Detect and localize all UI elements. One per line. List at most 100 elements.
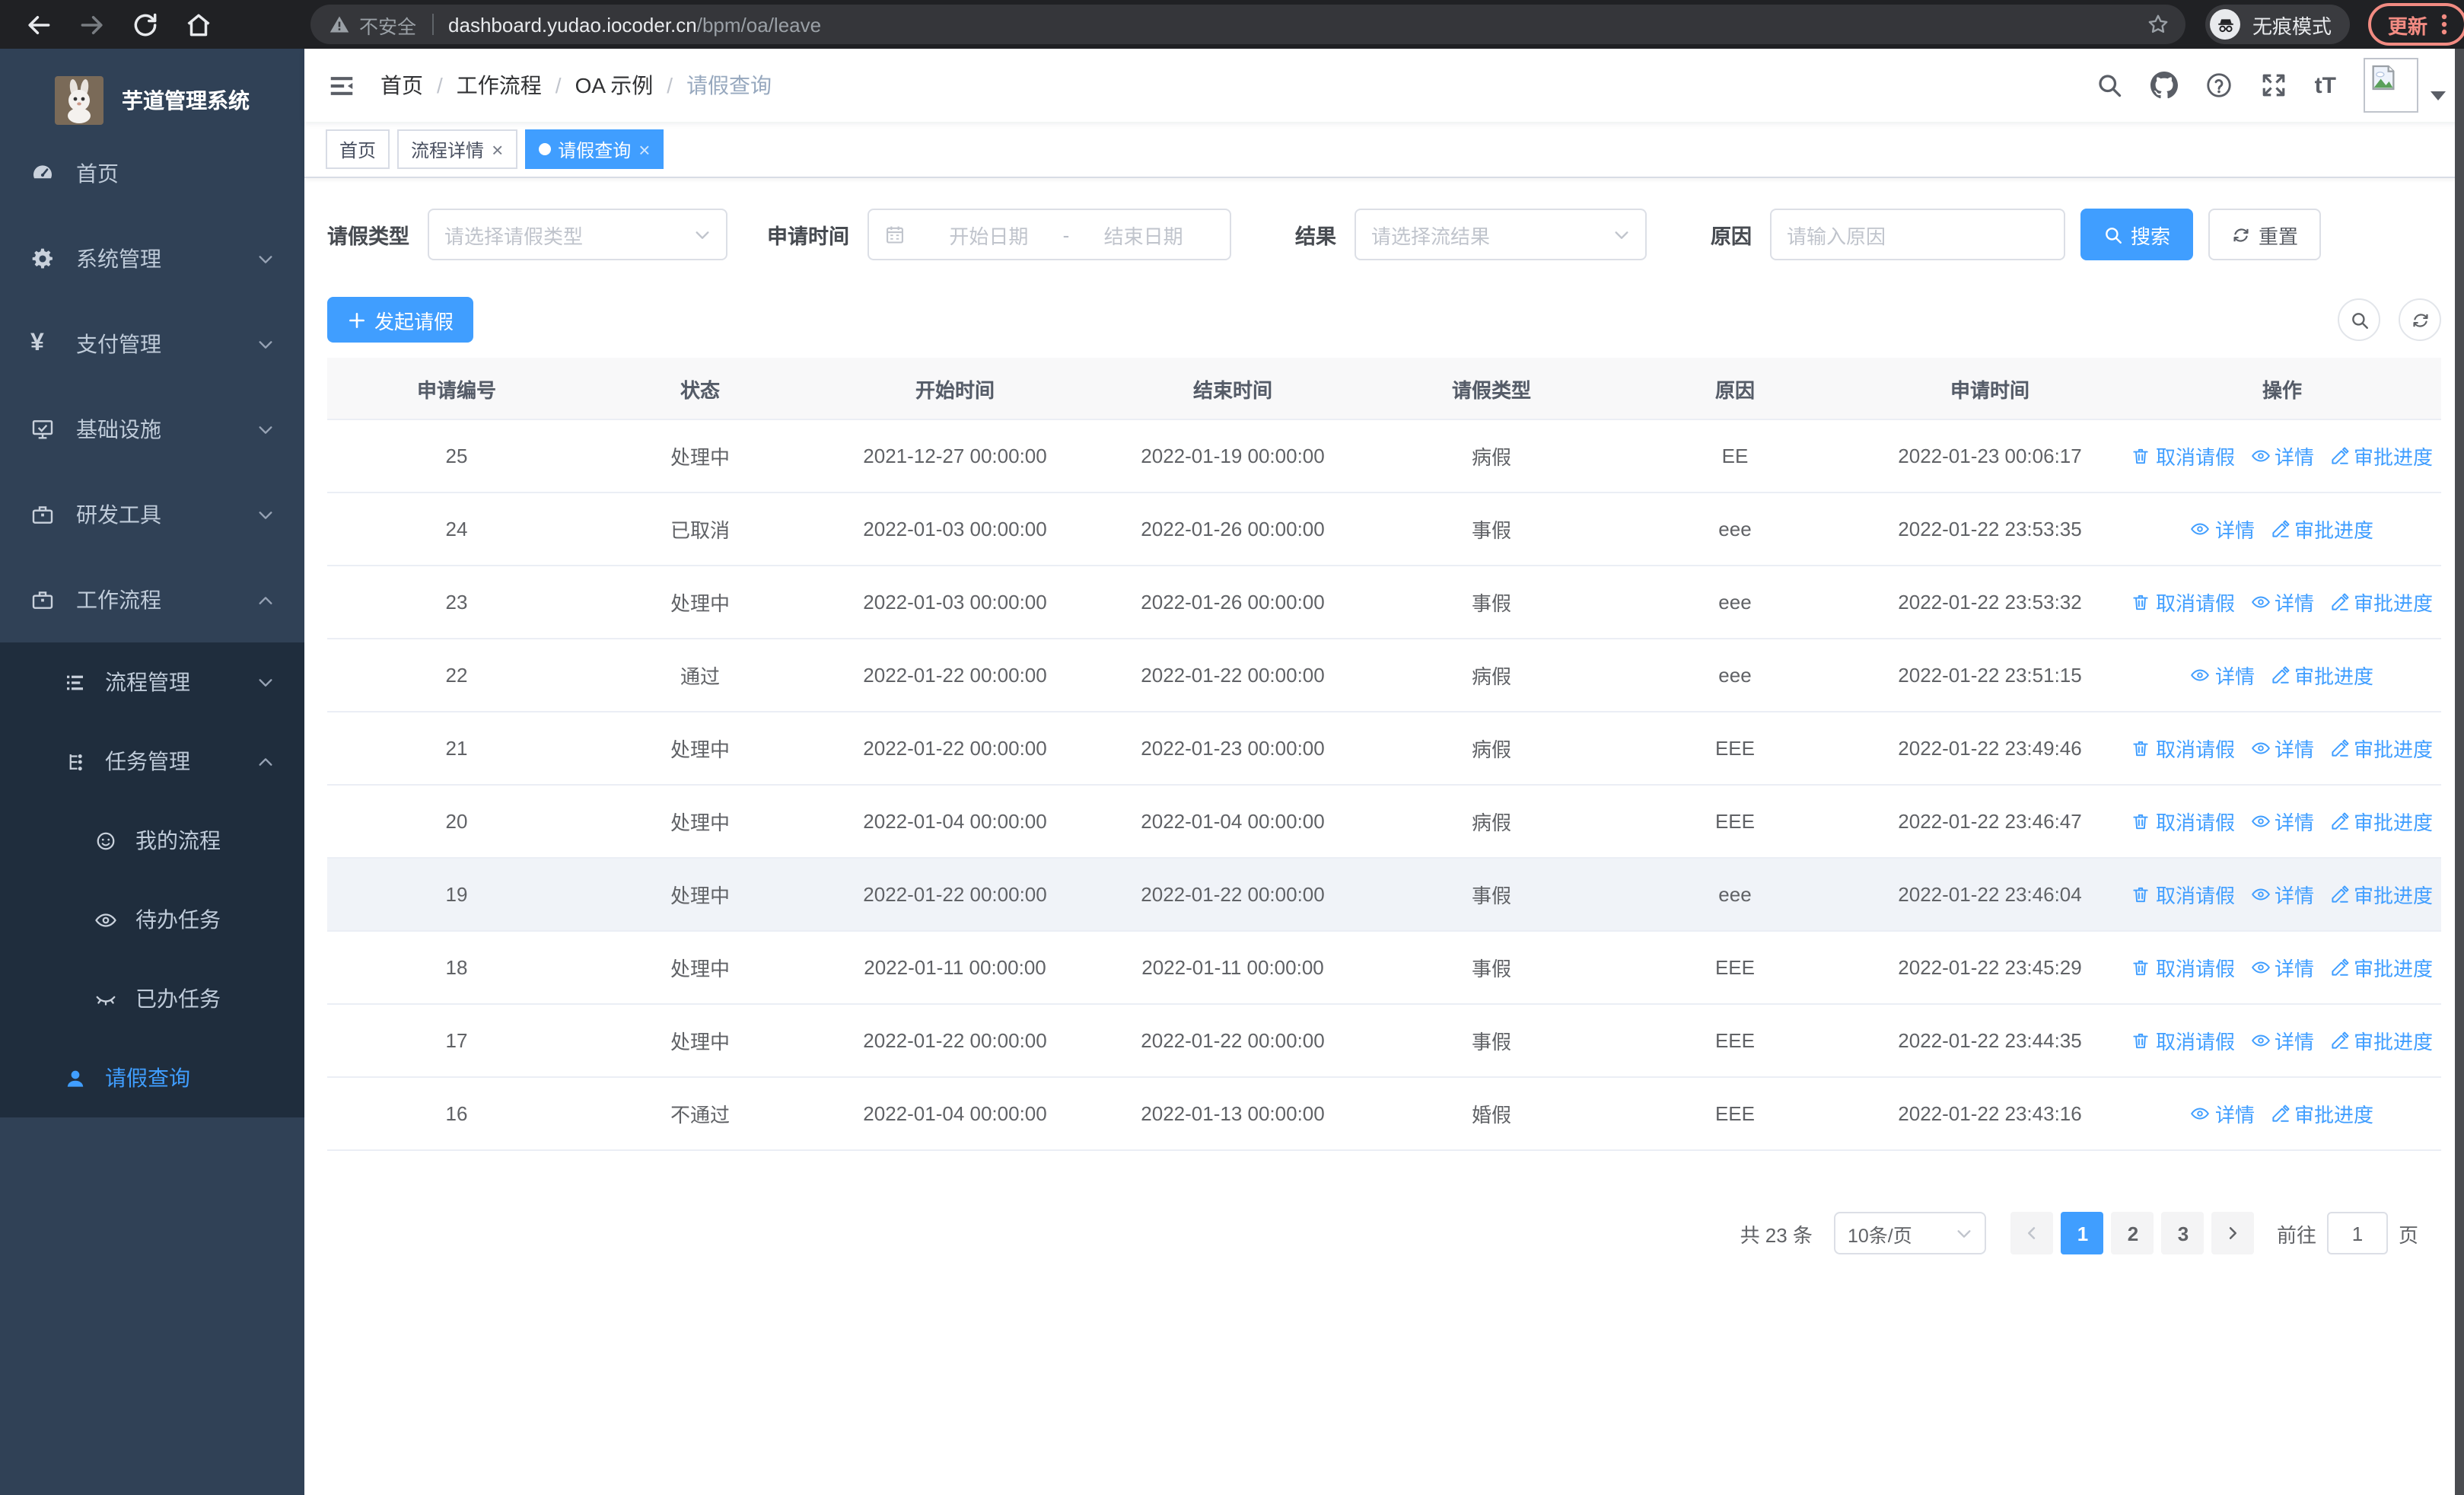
sidebar-item-待办任务[interactable]: 待办任务 (0, 880, 304, 959)
prev-page-button[interactable] (2011, 1212, 2054, 1254)
breadcrumb-separator: / (437, 73, 443, 97)
tab-流程详情[interactable]: 流程详情× (397, 129, 517, 169)
sidebar-item-系统管理[interactable]: 系统管理 (0, 216, 304, 301)
list-tree-icon (64, 671, 87, 693)
action-detail-link[interactable]: 详情 (2191, 1099, 2255, 1128)
back-icon[interactable] (24, 10, 53, 39)
chevron-down-icon[interactable] (2431, 91, 2446, 100)
app-logo[interactable]: 芋道管理系统 (0, 49, 304, 131)
sidebar-item-研发工具[interactable]: 研发工具 (0, 472, 304, 557)
create-leave-button[interactable]: 发起请假 (327, 297, 473, 343)
sidebar-item-已办任务[interactable]: 已办任务 (0, 959, 304, 1038)
sidebar-item-首页[interactable]: 首页 (0, 131, 304, 216)
action-progress-link[interactable]: 审批进度 (2329, 807, 2433, 836)
sidebar-item-请假查询[interactable]: 请假查询 (0, 1038, 304, 1117)
breadcrumb-item[interactable]: 工作流程 (457, 70, 542, 100)
chevron-down-icon (257, 336, 274, 352)
leave-type-label: 请假类型 (327, 219, 409, 250)
action-cancel-link[interactable]: 取消请假 (2131, 880, 2235, 909)
pagination: 共 23 条 10条/页 123 前往 页 (304, 1212, 2418, 1254)
breadcrumb-item: 请假查询 (686, 70, 772, 100)
bookmark-star-icon[interactable] (2146, 12, 2170, 37)
close-icon[interactable]: × (638, 139, 650, 159)
goto-page-input[interactable] (2327, 1212, 2388, 1254)
github-icon[interactable] (2150, 72, 2178, 99)
next-page-button[interactable] (2212, 1212, 2255, 1254)
action-progress-link[interactable]: 审批进度 (2329, 1026, 2433, 1055)
app-header: 首页/工作流程/OA 示例/请假查询 tT (304, 49, 2464, 122)
action-detail-link[interactable]: 详情 (2250, 441, 2314, 470)
sidebar-item-我的流程[interactable]: 我的流程 (0, 801, 304, 880)
action-detail-link[interactable]: 详情 (2250, 880, 2314, 909)
reload-icon[interactable] (131, 10, 160, 39)
sidebar-item-流程管理[interactable]: 流程管理 (0, 642, 304, 722)
page-button-2[interactable]: 2 (2112, 1212, 2154, 1254)
action-cancel-link[interactable]: 取消请假 (2131, 953, 2235, 982)
action-cancel-link[interactable]: 取消请假 (2131, 1026, 2235, 1055)
search-icon (2103, 225, 2123, 244)
action-progress-link[interactable]: 审批进度 (2329, 734, 2433, 763)
status-text: 处理中 (586, 441, 814, 470)
chevron-down-icon (1613, 226, 1630, 243)
action-progress-link[interactable]: 审批进度 (2329, 588, 2433, 617)
action-progress-link[interactable]: 审批进度 (2329, 880, 2433, 909)
start-date-placeholder: 开始日期 (918, 220, 1060, 249)
row-actions: 详情审批进度 (2123, 515, 2441, 543)
reason-input[interactable]: 请输入原因 (1770, 209, 2065, 260)
action-progress-link[interactable]: 审批进度 (2270, 1099, 2373, 1128)
action-detail-link[interactable]: 详情 (2250, 953, 2314, 982)
row-actions: 详情审批进度 (2123, 1099, 2441, 1128)
font-size-icon[interactable]: tT (2315, 74, 2336, 97)
action-detail-link[interactable]: 详情 (2250, 807, 2314, 836)
action-cancel-link[interactable]: 取消请假 (2131, 807, 2235, 836)
browser-menu-icon[interactable] (2434, 12, 2455, 37)
page-button-1[interactable]: 1 (2061, 1212, 2104, 1254)
action-progress-link[interactable]: 审批进度 (2329, 441, 2433, 470)
home-icon[interactable] (184, 10, 213, 39)
warning-icon[interactable] (329, 14, 350, 35)
sidebar-item-基础设施[interactable]: 基础设施 (0, 387, 304, 472)
action-progress-link[interactable]: 审批进度 (2329, 953, 2433, 982)
page-scrollbar[interactable] (2455, 49, 2464, 1495)
table-tools (2319, 298, 2441, 341)
calendar-icon (884, 224, 906, 245)
refresh-table-button[interactable] (2399, 298, 2441, 341)
chrome-update-button[interactable]: 更新 (2368, 3, 2464, 46)
action-cancel-link[interactable]: 取消请假 (2131, 734, 2235, 763)
action-progress-link[interactable]: 审批进度 (2270, 661, 2373, 690)
sidebar-item-任务管理[interactable]: 任务管理 (0, 722, 304, 801)
sidebar-item-工作流程[interactable]: 工作流程 (0, 557, 304, 642)
breadcrumb-item[interactable]: OA 示例 (575, 70, 654, 100)
help-icon[interactable] (2205, 72, 2233, 99)
apply-time-range-picker[interactable]: 开始日期 - 结束日期 (867, 209, 1231, 260)
avatar[interactable] (2364, 58, 2418, 113)
tab-请假查询[interactable]: 请假查询× (524, 129, 664, 169)
close-icon[interactable]: × (492, 139, 503, 159)
action-detail-link[interactable]: 详情 (2250, 1026, 2314, 1055)
action-detail-link[interactable]: 详情 (2250, 734, 2314, 763)
page-size-select[interactable]: 10条/页 (1834, 1212, 1986, 1254)
action-cancel-link[interactable]: 取消请假 (2131, 588, 2235, 617)
show-search-button[interactable] (2338, 298, 2380, 341)
fullscreen-icon[interactable] (2260, 72, 2287, 99)
sidebar-item-支付管理[interactable]: ¥支付管理 (0, 301, 304, 387)
action-detail-link[interactable]: 详情 (2191, 661, 2255, 690)
url-bar[interactable]: 不安全 dashboard.yudao.iocoder.cn/bpm/oa/le… (310, 5, 2185, 44)
table-row: 19 处理中 2022-01-22 00:00:00 2022-01-22 00… (327, 859, 2441, 932)
row-actions: 取消请假详情审批进度 (2123, 807, 2441, 836)
collapse-sidebar-icon[interactable] (327, 71, 356, 100)
goto-page: 前往 页 (2277, 1212, 2418, 1254)
result-label: 结果 (1295, 219, 1336, 250)
page-button-3[interactable]: 3 (2162, 1212, 2205, 1254)
tab-首页[interactable]: 首页 (326, 129, 390, 169)
action-detail-link[interactable]: 详情 (2191, 515, 2255, 543)
leave-type-select[interactable]: 请选择请假类型 (428, 209, 727, 260)
action-cancel-link[interactable]: 取消请假 (2131, 441, 2235, 470)
breadcrumb-item[interactable]: 首页 (380, 70, 423, 100)
action-progress-link[interactable]: 审批进度 (2270, 515, 2373, 543)
action-detail-link[interactable]: 详情 (2250, 588, 2314, 617)
result-select[interactable]: 请选择流结果 (1355, 209, 1647, 260)
search-button[interactable]: 搜索 (2080, 209, 2193, 260)
reset-button[interactable]: 重置 (2208, 209, 2321, 260)
search-icon[interactable] (2096, 72, 2123, 99)
